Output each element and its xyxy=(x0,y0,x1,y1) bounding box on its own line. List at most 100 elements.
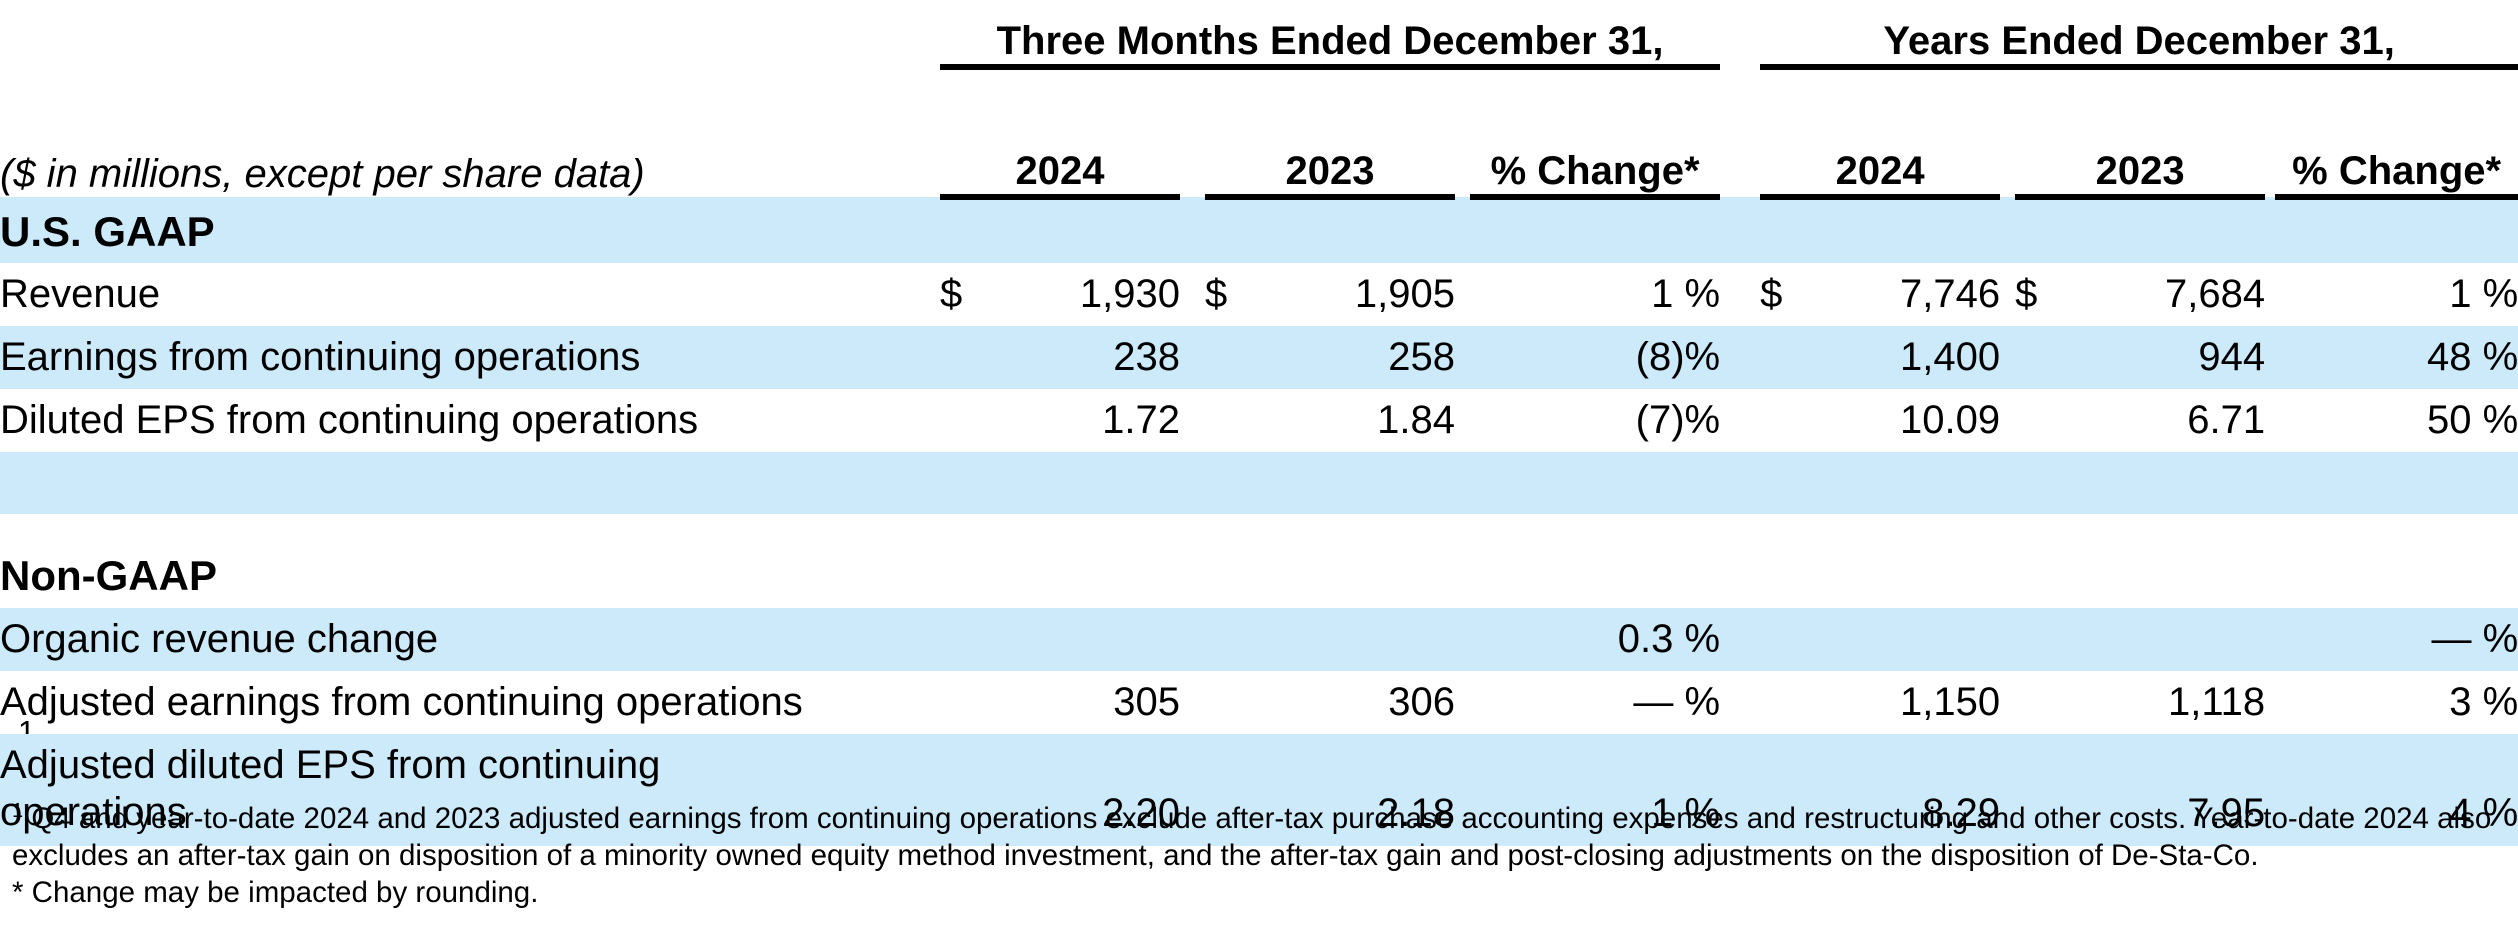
section-row-non-gaap: Non-GAAP xyxy=(0,514,2518,608)
footnote-asterisk-marker: * xyxy=(12,876,24,909)
gap xyxy=(1455,326,1470,389)
value-tm-2023 xyxy=(1250,608,1455,671)
gap xyxy=(2265,671,2275,734)
gap xyxy=(1720,389,1760,452)
value-yr-2023: 1,118 xyxy=(2167,680,2266,724)
value-yr-2023: 7.95 xyxy=(2060,734,2266,846)
value-tm-2023: 2.18 xyxy=(1250,734,1455,846)
gap xyxy=(1180,389,1205,452)
gap xyxy=(2000,263,2015,326)
section-title: U.S. GAAP xyxy=(0,197,2518,263)
gap xyxy=(1455,263,1470,326)
value-yr-2024: 7,746 xyxy=(1899,272,2001,316)
gap xyxy=(2265,326,2276,389)
column-gap xyxy=(1455,67,1470,197)
gap xyxy=(2000,608,2016,671)
section-title-text: Non-GAAP xyxy=(0,552,217,599)
gap xyxy=(1180,326,1205,389)
currency-symbol xyxy=(940,608,985,671)
value-tm-2024 xyxy=(985,608,1180,671)
gap xyxy=(1180,734,1205,846)
value-tm-2023: 1.84 xyxy=(1377,398,1455,442)
gap xyxy=(2265,263,2275,326)
value-tm-change: 1 % xyxy=(1470,734,1721,846)
gap xyxy=(1180,608,1205,671)
value-tm-change: 0.3 % xyxy=(1470,608,1721,671)
column-header-row: ($ in millions, except per share data) 2… xyxy=(0,67,2518,200)
table-row-diluted-eps: Diluted EPS from continuing operations 1… xyxy=(0,389,2518,452)
gap xyxy=(2000,734,2016,846)
value-yr-2023: 7,684 xyxy=(2164,272,2266,316)
value-tm-2023: 306 xyxy=(1388,680,1455,724)
column-gap xyxy=(2265,67,2275,197)
column-gap xyxy=(2000,67,2015,197)
currency-symbol xyxy=(940,326,985,389)
gap xyxy=(2000,326,2016,389)
gap xyxy=(1720,263,1760,326)
value-tm-2023: 258 xyxy=(1250,326,1455,389)
gap xyxy=(1180,263,1205,326)
group-header-spacer xyxy=(0,0,940,67)
value-tm-2024: 238 xyxy=(985,326,1180,389)
footnote-1: 1 Q4 and year-to-date 2024 and 2023 adju… xyxy=(12,800,2508,874)
column-header-yr-change: % Change* xyxy=(2275,67,2518,200)
footnote-asterisk: * Change may be impacted by rounding. xyxy=(12,874,2508,911)
currency-symbol xyxy=(1205,326,1250,389)
currency-symbol xyxy=(1760,608,1806,671)
value-yr-change: 4 % xyxy=(2275,734,2518,846)
value-tm-change: (7)% xyxy=(1635,398,1721,442)
column-header-yr-2023: 2023 xyxy=(2015,67,2266,200)
value-tm-2024: 1,930 xyxy=(1079,272,1180,316)
column-header-tm-change: % Change* xyxy=(1470,67,1721,200)
value-yr-2024: 8.29 xyxy=(1805,734,2001,846)
currency-symbol xyxy=(2015,671,2060,734)
gap xyxy=(2000,671,2015,734)
gap xyxy=(1455,608,1470,671)
currency-symbol xyxy=(1205,734,1250,846)
footnote-asterisk-text: Change may be impacted by rounding. xyxy=(23,876,539,909)
currency-symbol xyxy=(940,734,985,846)
group-header-years: Years Ended December 31, xyxy=(1760,0,2518,70)
currency-symbol: $ xyxy=(940,272,963,316)
blank-cell xyxy=(0,452,2518,514)
gap xyxy=(2000,389,2015,452)
currency-symbol xyxy=(2015,608,2061,671)
currency-symbol xyxy=(1760,326,1806,389)
unit-note: ($ in millions, except per share data) xyxy=(0,152,645,196)
group-header-three-months: Three Months Ended December 31, xyxy=(940,0,1721,70)
currency-symbol xyxy=(1205,671,1250,734)
currency-symbol: $ xyxy=(2015,272,2038,316)
blank-row xyxy=(0,452,2518,514)
value-yr-change: 1 % xyxy=(2449,272,2518,316)
row-label: Organic revenue change xyxy=(0,608,940,671)
group-header-row: Three Months Ended December 31, Years En… xyxy=(0,0,2518,70)
gap xyxy=(1180,671,1205,734)
group-gap xyxy=(1720,0,1760,67)
value-tm-2023: 1,905 xyxy=(1354,272,1455,316)
value-yr-2024: 1,400 xyxy=(1805,326,2001,389)
row-label: Adjusted diluted EPS from continuing ope… xyxy=(0,734,940,846)
gap xyxy=(1455,734,1470,846)
row-label-text: Adjusted earnings from continuing operat… xyxy=(0,680,803,724)
value-yr-change: 3 % xyxy=(2449,680,2518,724)
footnote-1-text: Q4 and year-to-date 2024 and 2023 adjust… xyxy=(12,802,2492,872)
section-row-us-gaap: U.S. GAAP xyxy=(0,197,2518,263)
value-yr-change: 48 % xyxy=(2275,326,2518,389)
table-row-earnings: Earnings from continuing operations 238 … xyxy=(0,326,2518,389)
gap xyxy=(1720,608,1761,671)
currency-symbol: $ xyxy=(1205,272,1228,316)
column-gap xyxy=(1180,67,1205,197)
currency-symbol xyxy=(1205,389,1250,452)
currency-symbol xyxy=(2015,389,2060,452)
value-yr-2024: 10.09 xyxy=(1899,398,2001,442)
value-yr-2024: 1,150 xyxy=(1899,680,2001,724)
row-label-text: Adjusted diluted EPS from continuing ope… xyxy=(0,743,661,834)
value-tm-2024: 305 xyxy=(1113,680,1180,724)
currency-symbol xyxy=(2015,734,2061,846)
gap xyxy=(1720,671,1760,734)
section-title: Non-GAAP xyxy=(0,514,2518,608)
financial-results-table: Three Months Ended December 31, Years En… xyxy=(0,0,2518,846)
value-tm-change: — % xyxy=(1633,680,1721,724)
value-yr-2023: 944 xyxy=(2060,326,2266,389)
